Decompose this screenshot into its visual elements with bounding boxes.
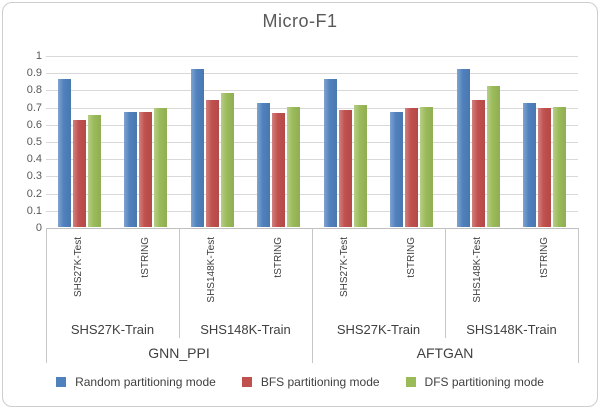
train-group-label: SHS148K-Train: [200, 322, 291, 337]
legend-label: BFS partitioning mode: [260, 375, 380, 389]
bar-random-tSTRING: [257, 103, 270, 227]
legend-swatch: [241, 377, 252, 387]
legend: Random partitioning mode BFS partitioning…: [0, 375, 600, 389]
bar-bfs-tSTRING: [538, 108, 551, 227]
bar-random-tSTRING: [390, 112, 403, 227]
bar-dfs-SHS148K-Test: [487, 86, 500, 227]
axis-separator-line: [46, 228, 47, 363]
bar-bfs-SHS148K-Test: [206, 100, 219, 227]
category-label-text: tSTRING: [273, 237, 284, 278]
plot-area: [46, 56, 578, 229]
category-label: SHS27K-Test: [72, 233, 86, 317]
gridline: [46, 194, 578, 195]
category-label: tSTRING: [538, 233, 552, 317]
model-group-label: GNN_PPI: [148, 345, 210, 361]
category-label: tSTRING: [139, 233, 153, 317]
category-label: tSTRING: [272, 233, 286, 317]
y-axis-tick-label: 0.3: [26, 170, 42, 182]
bar-dfs-SHS27K-Test: [88, 115, 101, 227]
gridline: [46, 56, 578, 57]
axis-separator-line: [179, 228, 180, 338]
bar-bfs-SHS27K-Test: [73, 120, 86, 227]
y-axis-tick-label: 0.5: [26, 136, 42, 148]
axis-separator-line: [578, 228, 579, 363]
category-label: SHS148K-Test: [205, 233, 219, 317]
category-label: SHS27K-Test: [338, 233, 352, 317]
bar-bfs-tSTRING: [272, 113, 285, 227]
gridline: [46, 108, 578, 109]
bar-dfs-tSTRING: [287, 107, 300, 227]
category-label-text: SHS27K-Test: [73, 237, 84, 298]
y-axis-tick-label: 0: [35, 222, 42, 234]
category-label-text: SHS27K-Test: [339, 237, 350, 298]
gridline: [46, 142, 578, 143]
train-group-label: SHS27K-Train: [336, 322, 421, 337]
category-label: SHS148K-Test: [471, 233, 485, 317]
category-label-text: tSTRING: [140, 237, 151, 278]
legend-item: DFS partitioning mode: [405, 375, 544, 389]
category-label-text: tSTRING: [406, 237, 417, 278]
bar-random-SHS148K-Test: [457, 69, 470, 227]
bar-random-SHS27K-Test: [324, 79, 337, 227]
category-label-text: SHS148K-Test: [472, 237, 483, 303]
category-label-text: SHS148K-Test: [206, 237, 217, 303]
bar-dfs-SHS27K-Test: [354, 105, 367, 227]
bar-bfs-tSTRING: [405, 108, 418, 227]
legend-swatch: [56, 377, 67, 387]
chart-title: Micro-F1: [262, 11, 338, 31]
gridline: [46, 73, 578, 74]
y-axis-tick-label: 0.7: [26, 102, 42, 114]
y-axis-tick-label: 0.1: [26, 205, 42, 217]
bar-dfs-tSTRING: [154, 108, 167, 227]
axis-separator-line: [445, 228, 446, 338]
legend-swatch: [405, 377, 416, 387]
bar-bfs-tSTRING: [139, 112, 152, 227]
bar-dfs-SHS148K-Test: [221, 93, 234, 227]
category-label: tSTRING: [405, 233, 419, 317]
bar-dfs-tSTRING: [420, 107, 433, 227]
gridline: [46, 125, 578, 126]
y-axis-tick-label: 0.4: [26, 153, 42, 165]
category-label-text: tSTRING: [539, 237, 550, 278]
train-group-label: SHS27K-Train: [70, 322, 155, 337]
y-axis-tick-label: 0.8: [26, 84, 42, 96]
y-axis-tick-label: 1: [35, 50, 42, 62]
legend-label: Random partitioning mode: [75, 375, 216, 389]
bar-random-tSTRING: [124, 112, 137, 227]
gridline: [46, 90, 578, 91]
legend-item: BFS partitioning mode: [241, 375, 380, 389]
bar-bfs-SHS148K-Test: [472, 100, 485, 227]
legend-label: DFS partitioning mode: [424, 375, 544, 389]
y-axis-tick-label: 0.6: [26, 119, 42, 131]
gridline: [46, 211, 578, 212]
bar-random-tSTRING: [523, 103, 536, 227]
legend-item: Random partitioning mode: [56, 375, 216, 389]
gridline: [46, 176, 578, 177]
train-group-label: SHS148K-Train: [466, 322, 557, 337]
bar-dfs-tSTRING: [553, 107, 566, 227]
bar-random-SHS27K-Test: [58, 79, 71, 227]
bar-bfs-SHS27K-Test: [339, 110, 352, 227]
y-axis-tick-label: 0.9: [26, 67, 42, 79]
y-axis-tick-label: 0.2: [26, 188, 42, 200]
gridline: [46, 159, 578, 160]
model-group-label: AFTGAN: [416, 345, 474, 361]
axis-separator-line: [312, 228, 313, 363]
bar-random-SHS148K-Test: [191, 69, 204, 227]
